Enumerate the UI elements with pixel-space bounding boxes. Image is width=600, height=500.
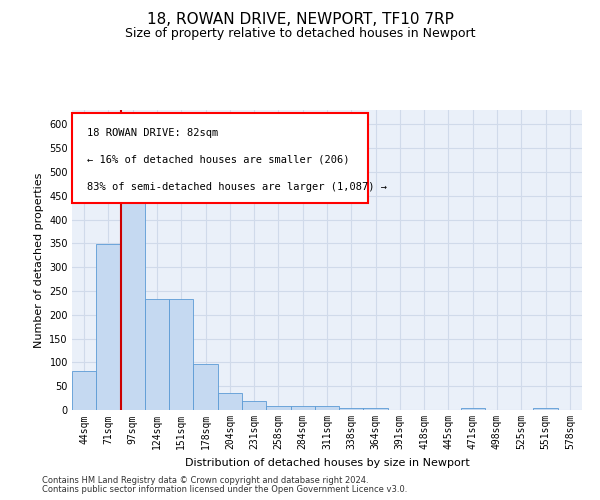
Bar	[242, 402, 266, 410]
Bar	[96, 244, 121, 410]
Bar	[218, 393, 242, 410]
Y-axis label: Number of detached properties: Number of detached properties	[34, 172, 44, 348]
Bar	[145, 298, 169, 410]
Bar	[315, 406, 339, 410]
Bar	[364, 408, 388, 410]
Text: 18, ROWAN DRIVE, NEWPORT, TF10 7RP: 18, ROWAN DRIVE, NEWPORT, TF10 7RP	[146, 12, 454, 28]
Text: Contains HM Land Registry data © Crown copyright and database right 2024.: Contains HM Land Registry data © Crown c…	[42, 476, 368, 485]
Bar	[121, 184, 145, 410]
Bar	[290, 406, 315, 410]
Bar	[72, 371, 96, 410]
FancyBboxPatch shape	[72, 113, 368, 203]
Bar	[169, 298, 193, 410]
Text: Contains public sector information licensed under the Open Government Licence v3: Contains public sector information licen…	[42, 485, 407, 494]
Bar	[339, 408, 364, 410]
Bar	[266, 406, 290, 410]
Text: 18 ROWAN DRIVE: 82sqm: 18 ROWAN DRIVE: 82sqm	[88, 128, 218, 138]
Text: 83% of semi-detached houses are larger (1,087) →: 83% of semi-detached houses are larger (…	[88, 182, 388, 192]
Bar	[461, 408, 485, 410]
Bar	[533, 408, 558, 410]
Text: Size of property relative to detached houses in Newport: Size of property relative to detached ho…	[125, 28, 475, 40]
Bar	[193, 364, 218, 410]
Text: ← 16% of detached houses are smaller (206): ← 16% of detached houses are smaller (20…	[88, 155, 350, 165]
X-axis label: Distribution of detached houses by size in Newport: Distribution of detached houses by size …	[185, 458, 469, 468]
